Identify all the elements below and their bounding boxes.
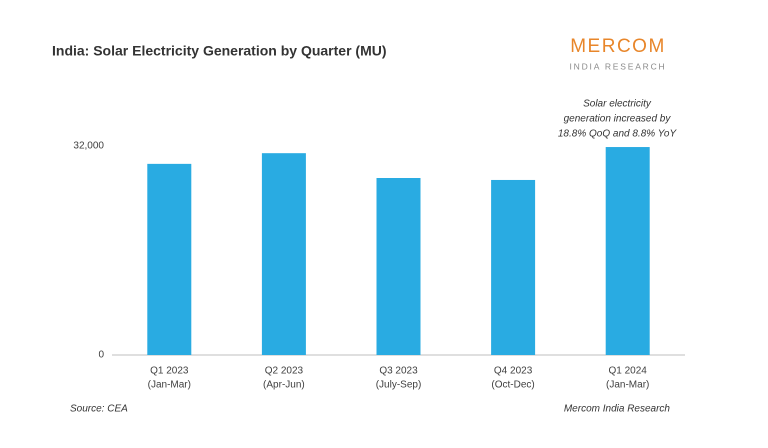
x-tick-period: (Jan-Mar) xyxy=(148,380,191,391)
source: Source: CEA xyxy=(70,404,128,415)
annotation: 18.8% QoQ and 8.8% YoY xyxy=(558,129,678,140)
x-tick-label: Q1 2024 xyxy=(609,366,648,377)
logo: MERCOM xyxy=(570,36,666,57)
y-tick-label: 0 xyxy=(98,350,104,361)
chart-title: India: Solar Electricity Generation by Q… xyxy=(52,43,387,59)
x-tick-label: Q3 2023 xyxy=(379,366,418,377)
bar xyxy=(491,179,536,355)
x-tick-period: (Jan-Mar) xyxy=(606,380,649,391)
x-tick-label: Q4 2023 xyxy=(494,366,533,377)
bar xyxy=(261,153,306,355)
x-tick-period: (July-Sep) xyxy=(376,380,422,391)
x-tick-period: (Oct-Dec) xyxy=(491,380,534,391)
bar xyxy=(605,147,650,355)
x-tick-label: Q2 2023 xyxy=(265,366,304,377)
y-tick-label: 32,000 xyxy=(73,141,104,152)
bar xyxy=(147,163,192,355)
x-tick-period: (Apr-Jun) xyxy=(263,380,305,391)
credit: Mercom India Research xyxy=(564,404,671,415)
annotation: Solar electricity xyxy=(583,99,652,110)
x-tick-label: Q1 2023 xyxy=(150,366,189,377)
bar xyxy=(376,178,421,355)
annotation: generation increased by xyxy=(564,114,672,125)
logo-subtitle: INDIA RESEARCH xyxy=(570,61,667,71)
